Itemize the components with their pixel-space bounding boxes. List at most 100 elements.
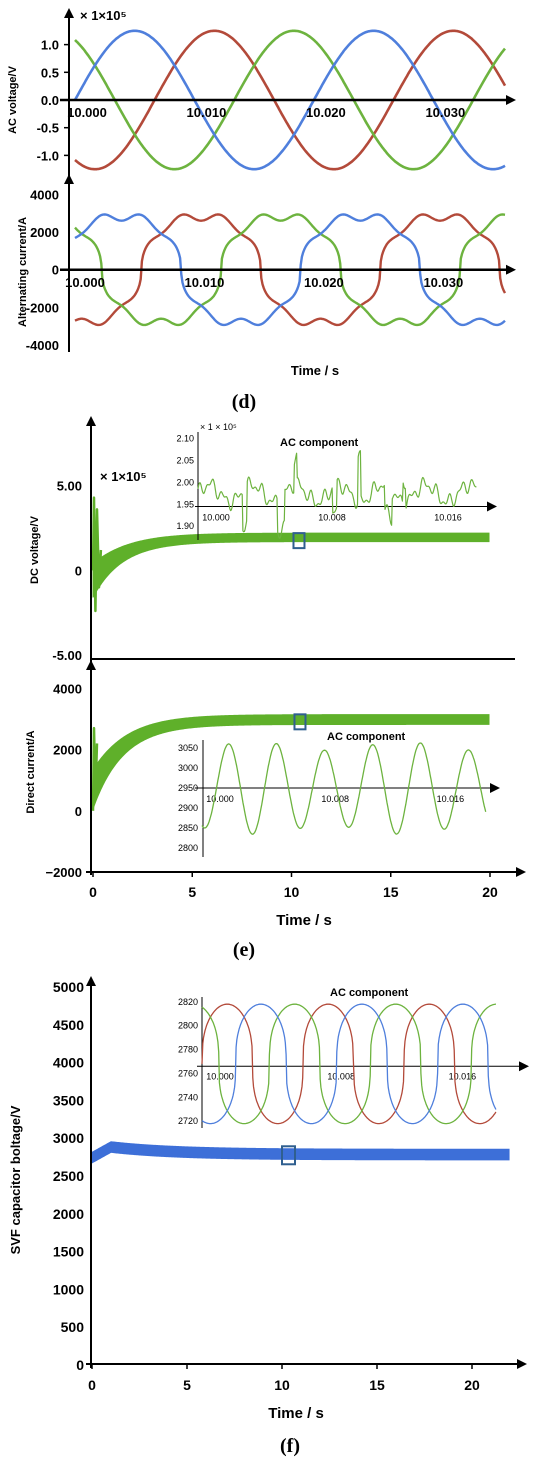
dc-current-x-tick: 0	[89, 884, 97, 900]
dc-current-inset-x-tick: 10.008	[321, 794, 349, 804]
dc-current-x-tick: 5	[188, 884, 196, 900]
ac-voltage-y-tick: 0.5	[41, 65, 59, 80]
dc-current-x-tick: 15	[383, 884, 399, 900]
dc-voltage-y-tick: 0	[75, 563, 82, 578]
ac-current-x-tick: 10.030	[423, 275, 463, 290]
dc-voltage-inset-y-tick: 2.00	[176, 477, 194, 487]
svf-voltage-y-tick: 4500	[53, 1017, 84, 1033]
svf-voltage-y-tick: 3000	[53, 1130, 84, 1146]
dc-current-inset-y-tick: 2950	[178, 783, 198, 793]
svf-voltage-y-label: SVF capacitor boltage/V	[8, 1105, 23, 1254]
dc-current-y-label: Direct current/A	[25, 730, 37, 813]
svf-voltage-inset-series-green	[201, 1003, 496, 1125]
svf-voltage-inset-y-tick: 2820	[178, 997, 198, 1007]
dc-voltage-y-label: DC voltage/V	[29, 515, 41, 584]
dc-current-inset-title: AC component	[327, 731, 406, 743]
dc-current-inset-x-tick: 10.000	[206, 794, 234, 804]
ac-voltage-y-tick: -0.5	[37, 121, 59, 136]
ac-voltage-series-green	[74, 29, 506, 171]
dc-current-inset-x-tick: 10.016	[437, 794, 465, 804]
dc-voltage-inset-x-tick: 10.008	[318, 512, 346, 522]
ac-current-x-label: Time / s	[291, 363, 339, 378]
svf-voltage-y-tick: 2500	[53, 1168, 84, 1184]
ac-voltage-x-tick: 10.010	[187, 105, 227, 120]
dc-current-zoom-marker	[293, 713, 307, 731]
ac-current-y-tick: 2000	[30, 225, 59, 240]
dc-voltage-inset-x-tick: 10.000	[202, 512, 230, 522]
ac-voltage-y-tick: -1.0	[37, 148, 59, 163]
svf-voltage-y-tick: 0	[76, 1357, 84, 1373]
ac-voltage-y-tick: 1.0	[41, 38, 59, 53]
dc-voltage-inset-y-tick: 2.05	[176, 455, 194, 465]
dc-current-inset-y-tick: 3050	[178, 743, 198, 753]
dc-voltage-y-tick: -5.00	[52, 648, 82, 663]
ac-voltage-series-red	[74, 29, 507, 171]
svf-voltage-inset-y-tick: 2800	[178, 1021, 198, 1031]
svf-voltage-chart: 5000450040003500300025002000150010005000…	[8, 976, 529, 1422]
svf-voltage-x-tick: 5	[183, 1377, 191, 1393]
ac-voltage-x-tick: 10.020	[306, 105, 346, 120]
svf-voltage-x-tick: 15	[369, 1377, 385, 1393]
svf-voltage-inset-y-tick: 2780	[178, 1045, 198, 1055]
dc-voltage-inset-y-tick: 1.90	[176, 521, 194, 531]
svf-voltage-y-tick: 3500	[53, 1092, 84, 1108]
ac-current-series-green	[74, 213, 506, 327]
ac-voltage-x-tick: 10.000	[67, 105, 107, 120]
panel-label-d: (d)	[232, 391, 256, 413]
dc-voltage-chart: 5.00 0 -5.00 × 1×10⁵ DC voltage/V 2.10 2.05 2.0…	[29, 416, 515, 663]
dc-current-y-tick: 2000	[53, 743, 82, 758]
ac-current-chart: 4000 2000 0 -2000 -4000 10.000 10.010 10.020 10.…	[17, 174, 516, 378]
dc-current-inset-y-tick: 3000	[178, 763, 198, 773]
dc-current-inset-y-tick: 2900	[178, 803, 198, 813]
ac-current-y-tick: -4000	[26, 338, 59, 353]
dc-current-y-tick: −2000	[45, 865, 82, 880]
dc-current-x-tick: 20	[482, 884, 498, 900]
svf-voltage-inset-y-tick: 2740	[178, 1092, 198, 1102]
dc-voltage-y-tick: 5.00	[57, 479, 82, 494]
ac-voltage-x-tick: 10.030	[425, 105, 465, 120]
svf-voltage-x-label: Time / s	[268, 1405, 324, 1422]
svf-voltage-x-tick: 20	[464, 1377, 480, 1393]
dc-voltage-inset-y-tick: 1.95	[176, 499, 194, 509]
ac-voltage-multiplier: × 1×10⁵	[80, 8, 127, 23]
ac-current-series-blue	[74, 213, 506, 327]
dc-current-inset-series	[201, 742, 487, 835]
dc-voltage-inset-multiplier: × 1 × 10⁵	[200, 422, 237, 432]
ac-current-x-tick: 10.020	[304, 275, 344, 290]
dc-current-inset-y-tick: 2850	[178, 823, 198, 833]
dc-voltage-inset-y-tick: 2.10	[176, 433, 194, 443]
svf-voltage-inset-title: AC component	[330, 987, 409, 999]
svf-voltage-inset-series-red	[201, 1003, 497, 1125]
ac-voltage-y-label: AC voltage/V	[7, 65, 19, 134]
dc-voltage-inset-x-tick: 10.016	[434, 512, 462, 522]
panel-label-f: (f)	[280, 1435, 300, 1457]
ac-current-y-tick: 0	[52, 263, 59, 278]
dc-voltage-multiplier: × 1×10⁵	[100, 469, 147, 484]
dc-current-x-tick: 10	[284, 884, 300, 900]
dc-current-series	[92, 714, 490, 810]
dc-current-chart: 4000 2000 0 −2000 0 5 10 15 20 Direct current/A Ti…	[25, 660, 526, 929]
ac-current-x-tick: 10.010	[185, 275, 225, 290]
svf-voltage-y-tick: 5000	[53, 979, 84, 995]
svf-voltage-y-tick: 500	[61, 1319, 85, 1335]
svf-voltage-inset-x-tick: 10.000	[206, 1071, 234, 1081]
dc-voltage-series	[92, 532, 490, 598]
svf-voltage-y-tick: 2000	[53, 1206, 84, 1222]
ac-voltage-chart: 1.0 0.5 0.0 -0.5 -1.0 10.000 10.010 10.020 10.03…	[7, 8, 516, 178]
dc-current-y-tick: 4000	[53, 681, 82, 696]
dc-voltage-inset-series	[197, 450, 477, 539]
ac-current-series-red	[74, 213, 507, 327]
dc-current-y-tick: 0	[75, 804, 82, 819]
svf-voltage-inset-y-tick: 2760	[178, 1068, 198, 1078]
svf-voltage-x-tick: 10	[274, 1377, 290, 1393]
svf-voltage-y-tick: 4000	[53, 1055, 84, 1071]
ac-current-y-tick: -2000	[26, 300, 59, 315]
dc-current-inset-y-tick: 2800	[178, 843, 198, 853]
svf-voltage-zoom-marker	[281, 1145, 296, 1166]
svf-voltage-series	[91, 1141, 510, 1164]
ac-current-y-label: Alternating current/A	[17, 217, 29, 327]
svf-voltage-inset-series-blue	[201, 1003, 497, 1125]
ac-current-x-tick: 10.000	[65, 275, 105, 290]
dc-voltage-inset-title: AC component	[280, 437, 359, 449]
